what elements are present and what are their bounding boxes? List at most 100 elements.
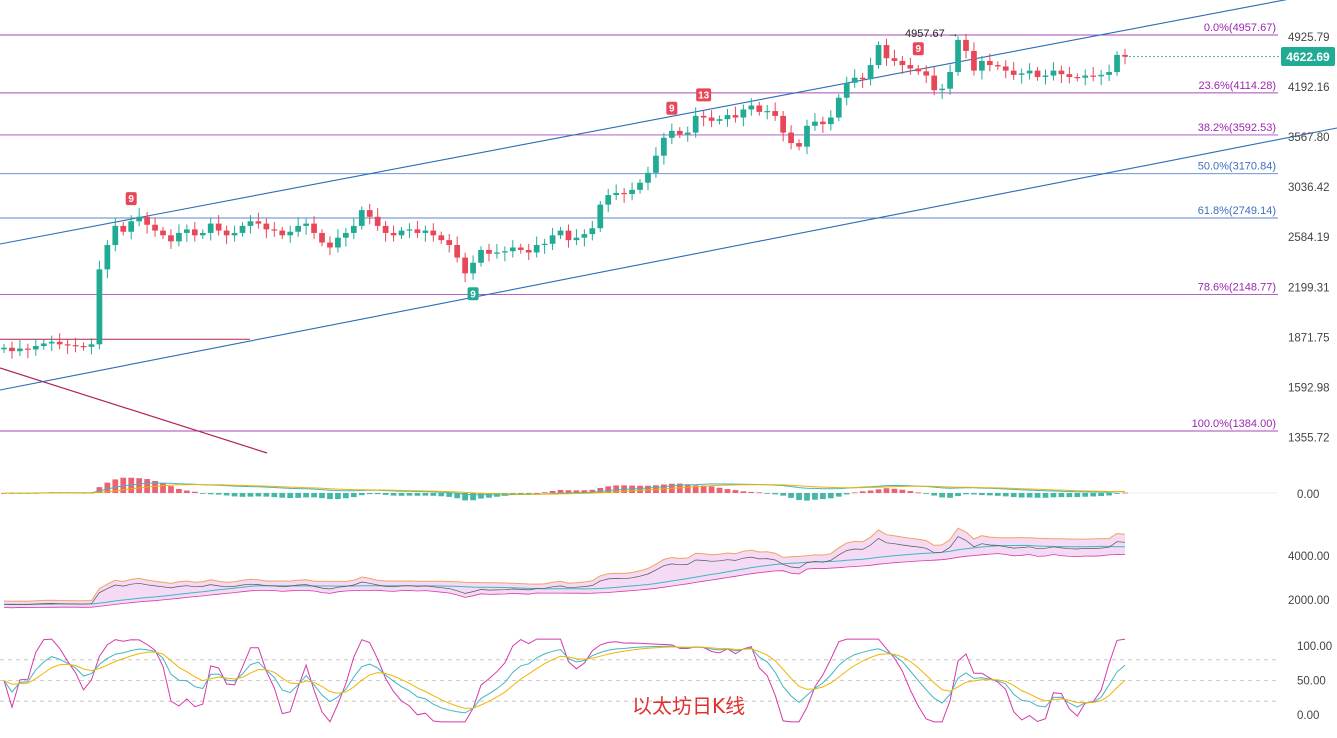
- macd-histogram-bar: [414, 493, 421, 496]
- candle-body: [24, 348, 31, 350]
- macd-histogram-bar: [605, 486, 612, 493]
- candle-body: [160, 230, 166, 236]
- macd-histogram-bar: [979, 493, 985, 496]
- macd-histogram-bar: [1002, 493, 1009, 497]
- candle-body: [589, 228, 596, 235]
- candle-body: [1002, 66, 1009, 71]
- band-price-line: [3, 536, 1126, 605]
- macd-histogram-bar: [716, 487, 723, 493]
- candle-body: [287, 231, 294, 236]
- candle-body: [573, 237, 580, 241]
- macd-histogram-bar: [438, 493, 445, 497]
- macd-histogram-bar: [843, 493, 850, 495]
- candle-body: [653, 155, 659, 173]
- macd-histogram-bar: [676, 483, 683, 493]
- candle-body: [454, 245, 461, 258]
- macd-histogram-bar: [406, 493, 413, 496]
- macd-histogram-bar: [812, 493, 818, 500]
- macd-histogram-bar: [1010, 493, 1017, 498]
- macd-histogram-bar: [732, 490, 739, 493]
- candle-body: [971, 50, 977, 71]
- price-axis-tick-label: 3567.80: [1288, 132, 1330, 144]
- candle-body: [40, 343, 47, 347]
- macd-histogram-bar: [581, 490, 588, 493]
- macd-histogram-bar: [947, 493, 953, 498]
- macd-histogram-bar: [295, 493, 302, 498]
- macd-histogram-bar: [565, 490, 572, 493]
- td-sequential-label: 9: [669, 104, 675, 115]
- candle-body: [295, 225, 302, 232]
- candle-body: [780, 115, 786, 133]
- price-axis-tick-label: 2584.19: [1288, 232, 1330, 244]
- candle-body: [1042, 75, 1049, 78]
- td-sequential-marker: [912, 42, 924, 56]
- candle-body: [470, 262, 476, 274]
- candle-body: [191, 229, 198, 236]
- candle-body: [621, 192, 627, 195]
- candle-body: [32, 346, 39, 350]
- current-price-tag: 4622.69: [1281, 47, 1335, 66]
- descending-trendline: [0, 367, 268, 454]
- candle-body: [96, 269, 103, 345]
- candle-body: [637, 182, 643, 190]
- macd-histogram-bar: [883, 488, 890, 493]
- candle-body: [64, 344, 71, 346]
- candle-body: [1026, 70, 1033, 74]
- band-axis-label: 2000.00: [1288, 595, 1330, 607]
- candle-body: [827, 117, 834, 125]
- candle-body: [1, 347, 7, 350]
- candle-body: [1122, 54, 1128, 57]
- macd-histogram-bar: [366, 493, 373, 495]
- macd-histogram-bar: [589, 489, 596, 493]
- macd-histogram-bar: [446, 493, 453, 497]
- candle-body: [509, 247, 516, 252]
- macd-histogram-bar: [827, 493, 834, 499]
- macd-histogram-bar: [939, 493, 946, 498]
- candle-body: [350, 225, 357, 233]
- candle-body: [804, 125, 810, 147]
- candle-body: [835, 97, 842, 118]
- macd-histogram-bar: [700, 485, 707, 493]
- candle-body: [525, 249, 532, 253]
- price-axis-tick-label: 1355.72: [1288, 432, 1330, 444]
- macd-histogram-bar: [684, 484, 691, 493]
- candle-body: [390, 232, 397, 236]
- candle-body: [716, 119, 723, 121]
- macd-histogram-bar: [772, 493, 779, 495]
- macd-histogram-bar: [541, 492, 548, 494]
- macd-histogram-bar: [740, 491, 747, 493]
- channel-lower-line: [0, 127, 1337, 391]
- td-sequential-label: 9: [916, 44, 922, 55]
- candle-body: [168, 235, 174, 242]
- candle-body: [629, 189, 635, 195]
- candle-body: [1066, 74, 1073, 78]
- candle-body: [668, 130, 675, 138]
- macd-histogram-bar: [462, 493, 468, 501]
- macd-histogram-bar: [994, 493, 1001, 496]
- macd-histogram-bar: [223, 493, 230, 496]
- candle-body: [112, 225, 119, 246]
- candle-body: [263, 223, 270, 230]
- macd-histogram-bar: [120, 477, 127, 493]
- candle-body: [176, 232, 182, 242]
- macd-histogram-bar: [835, 493, 842, 497]
- candle-body: [748, 105, 755, 110]
- fib-level-label: 0.0%(4957.67): [1204, 22, 1276, 34]
- macd-histogram-bar: [517, 493, 524, 495]
- macd-histogram-bar: [1034, 493, 1041, 498]
- band-fill-area: [4, 528, 1125, 608]
- candle-body: [557, 230, 564, 236]
- candle-body: [549, 235, 556, 244]
- macd-histogram-bar: [374, 493, 381, 495]
- candle-body: [907, 65, 914, 69]
- candle-body: [613, 192, 620, 196]
- price-axis-tick-label: 4192.16: [1288, 82, 1330, 94]
- kdj-k-line: [3, 645, 1126, 714]
- candle-body: [486, 249, 492, 254]
- candle-body: [255, 221, 262, 224]
- candle-body: [1034, 70, 1041, 78]
- candle-body: [343, 232, 349, 238]
- candle-body: [136, 216, 143, 222]
